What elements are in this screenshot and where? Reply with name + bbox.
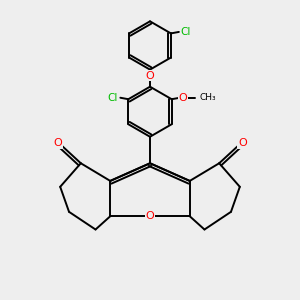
Text: O: O [146,211,154,221]
Text: Cl: Cl [107,93,118,103]
Text: CH₃: CH₃ [199,93,216,102]
Text: O: O [53,138,62,148]
Text: O: O [178,93,187,103]
Text: O: O [238,138,247,148]
Text: O: O [146,70,154,80]
Text: Cl: Cl [180,27,191,37]
